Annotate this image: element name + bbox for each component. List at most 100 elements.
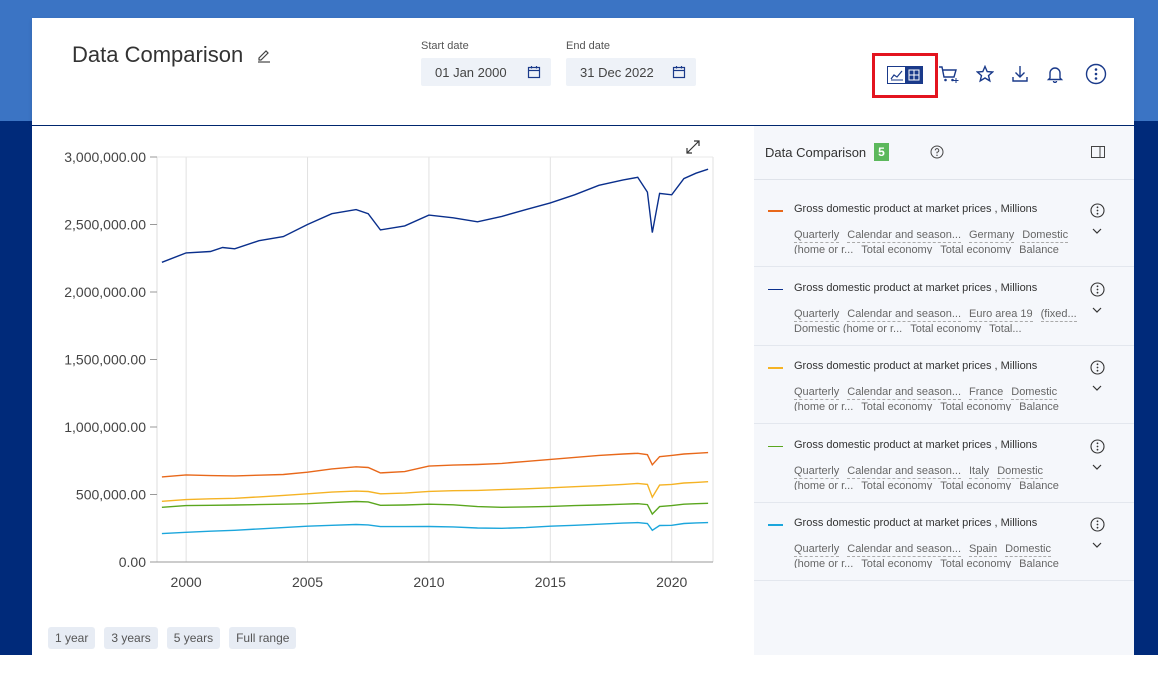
x-tick-label: 2010 — [413, 574, 444, 590]
range-full-button[interactable]: Full range — [229, 627, 297, 649]
dimension-tag: Total economy — [861, 479, 932, 490]
series-item[interactable]: Gross domestic product at market prices … — [754, 503, 1134, 581]
series-item[interactable]: Gross domestic product at market prices … — [754, 189, 1134, 267]
start-date-field[interactable]: 01 Jan 2000 — [421, 58, 551, 86]
more-vertical-icon[interactable] — [1084, 62, 1108, 86]
dimension-tag: Balance — [1019, 479, 1059, 490]
end-date-label: End date — [566, 40, 611, 52]
dimension-tag: Calendar and season... — [847, 464, 961, 479]
x-tick-label: 2020 — [656, 574, 687, 590]
dimension-tag: Germany — [969, 229, 1015, 243]
dimension-tag: (fixed... — [1040, 307, 1077, 322]
series-dimension-tags: Quarterly Calendar and season... Italy Dome… — [794, 464, 1090, 490]
dimension-tag: Balance — [1019, 400, 1059, 411]
cart-add-icon[interactable] — [937, 62, 961, 86]
range-buttons: 1 year 3 years 5 years Full range — [48, 627, 297, 649]
highlight-box — [872, 53, 938, 98]
y-tick-label: 500,000.00 — [76, 487, 146, 503]
series-name: Gross domestic product at market prices … — [794, 203, 1038, 215]
series-item[interactable]: Gross domestic product at market prices … — [754, 425, 1134, 503]
series-name: Gross domestic product at market prices … — [794, 517, 1038, 529]
series-line-5 — [161, 521, 709, 535]
series-dimension-tags: Quarterly Calendar and season... Germany Do… — [794, 228, 1090, 254]
more-vertical-icon[interactable] — [1090, 203, 1105, 218]
dimension-tag: Quarterly — [794, 229, 840, 243]
more-vertical-icon[interactable] — [1090, 438, 1105, 454]
chart-view-icon[interactable] — [888, 67, 905, 83]
start-date-block: Start date 01 Jan 2000 — [421, 40, 551, 86]
end-date-field[interactable]: 31 Dec 2022 — [566, 58, 696, 86]
chevron-down-icon[interactable] — [1092, 541, 1102, 549]
dimension-tag: Calendar and season... — [847, 386, 961, 400]
dimension-tag: Quarterly — [794, 543, 840, 557]
calendar-icon[interactable] — [527, 65, 541, 79]
more-vertical-icon[interactable] — [1090, 360, 1105, 375]
bell-icon[interactable] — [1043, 62, 1067, 86]
chevron-down-icon[interactable] — [1092, 227, 1102, 235]
help-icon[interactable] — [930, 145, 944, 159]
series-name: Gross domestic product at market prices … — [794, 438, 1038, 451]
series-color-swatch — [768, 210, 783, 212]
header-card: Data Comparison Start date 01 Jan 2000 E… — [32, 18, 1134, 125]
x-tick-label: 2015 — [535, 574, 566, 590]
table-view-icon[interactable] — [905, 67, 922, 83]
download-icon[interactable] — [1008, 62, 1032, 86]
dimension-tag: Italy — [969, 464, 990, 479]
dimension-tag: Domestic — [1011, 386, 1058, 400]
chart-card — [32, 126, 754, 655]
dimension-tag: Domestic — [1022, 229, 1069, 243]
line-chart: 0.00 500,000.00 1,000,000.00 1,500,000.00 2,… — [64, 140, 714, 590]
dimension-tag: Total economy — [910, 322, 981, 333]
y-tick-label: 1,500,000.00 — [64, 352, 146, 368]
chart-table-toggle[interactable] — [887, 66, 923, 84]
chevron-down-icon[interactable] — [1092, 384, 1102, 392]
star-icon[interactable] — [973, 62, 997, 86]
y-tick-label: 2,500,000.00 — [64, 217, 146, 233]
dimension-tag: Euro area 19 — [969, 307, 1033, 322]
dimension-tag: Quarterly — [794, 464, 840, 479]
y-tick-label: 3,000,000.00 — [64, 149, 146, 165]
side-panel: Data Comparison 5 Gross domestic product… — [754, 126, 1134, 655]
series-line-4 — [161, 500, 709, 516]
dimension-tag: Total... — [989, 322, 1021, 333]
series-color-swatch — [768, 367, 783, 369]
dimension-tag: Balance — [1019, 557, 1059, 568]
series-color-swatch — [768, 445, 783, 447]
series-item[interactable]: Gross domestic product at market prices … — [754, 346, 1134, 424]
series-line-2 — [161, 451, 709, 478]
divider — [754, 423, 1134, 424]
series-line-1 — [161, 168, 709, 263]
more-vertical-icon[interactable] — [1090, 281, 1105, 297]
series-color-swatch — [768, 288, 783, 290]
more-vertical-icon[interactable] — [1090, 517, 1105, 532]
collapse-panel-icon[interactable] — [1091, 146, 1105, 158]
range-3-years-button[interactable]: 3 years — [104, 627, 158, 649]
end-date-block: End date 31 Dec 2022 — [566, 40, 696, 86]
series-dimension-tags: Quarterly Calendar and season... Spain Dome… — [794, 542, 1090, 568]
dimension-tag: Total economy — [940, 243, 1011, 254]
series-count-badge: 5 — [874, 143, 889, 161]
range-5-years-button[interactable]: 5 years — [166, 627, 221, 649]
dimension-tag: Quarterly — [794, 307, 840, 322]
series-line-3 — [161, 481, 709, 502]
dimension-tag: (home or r... — [794, 400, 853, 411]
side-panel-title: Data Comparison — [765, 145, 867, 160]
dimension-tag: Calendar and season... — [847, 307, 961, 322]
side-panel-header: Data Comparison 5 — [754, 126, 1134, 180]
chevron-down-icon[interactable] — [1092, 463, 1102, 471]
divider — [754, 266, 1134, 267]
dimension-tag: Spain — [969, 543, 998, 557]
dimension-tag: Domestic — [1005, 543, 1051, 557]
range-1-year-button[interactable]: 1 year — [48, 627, 96, 649]
divider — [754, 501, 1134, 503]
calendar-icon[interactable] — [672, 65, 686, 79]
dimension-tag: Balance — [1019, 243, 1059, 254]
bottom-strip — [0, 655, 1158, 681]
chevron-down-icon[interactable] — [1092, 306, 1102, 314]
dimension-tag: Domestic — [997, 464, 1044, 479]
series-item[interactable]: Gross domestic product at market prices … — [754, 268, 1134, 346]
dimension-tag: Calendar and season... — [847, 543, 961, 557]
y-tick-label: 0.00 — [119, 554, 146, 570]
edit-pencil-icon[interactable] — [256, 48, 272, 64]
expand-icon[interactable] — [686, 140, 700, 154]
